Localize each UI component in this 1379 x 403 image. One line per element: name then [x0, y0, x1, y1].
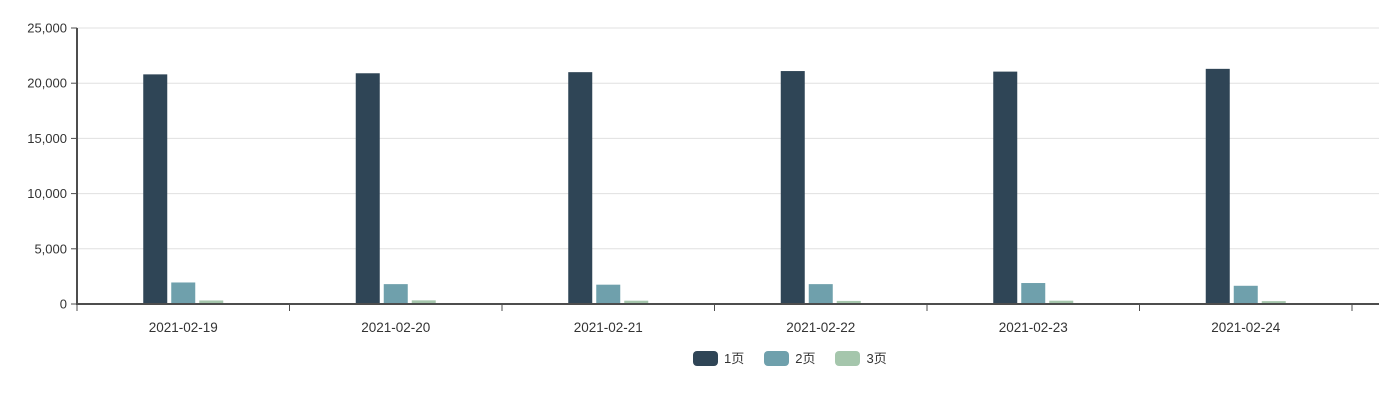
bar-1页-2021-02-22 — [780, 71, 805, 304]
legend-label: 2页 — [795, 351, 816, 366]
bar-2页-2021-02-23 — [1021, 283, 1046, 304]
y-tick-label: 0 — [60, 297, 67, 312]
legend-label: 3页 — [866, 351, 887, 366]
legend-marker-icon — [764, 351, 790, 366]
legend-label: 1页 — [724, 351, 745, 366]
bar-2页-2021-02-24 — [1233, 285, 1258, 304]
x-category-label: 2021-02-21 — [574, 320, 643, 335]
bar-1页-2021-02-20 — [355, 73, 380, 304]
x-category-label: 2021-02-19 — [149, 320, 218, 335]
bar-2页-2021-02-20 — [383, 284, 408, 304]
legend: 1页 2页 3页 — [693, 351, 887, 366]
x-category-label: 2021-02-22 — [786, 320, 855, 335]
x-category-label: 2021-02-24 — [1211, 320, 1281, 335]
bar-1页-2021-02-24 — [1205, 68, 1230, 305]
bar-3页-2021-02-19 — [199, 300, 224, 304]
legend-marker-icon — [693, 351, 718, 366]
y-tick-label: 10,000 — [27, 186, 67, 201]
bar-2页-2021-02-22 — [808, 284, 833, 304]
bar-3页-2021-02-24 — [1261, 301, 1286, 304]
bar-3页-2021-02-20 — [411, 300, 436, 304]
legend-item-3页[interactable]: 3页 — [835, 351, 887, 366]
bar-3页-2021-02-23 — [1049, 300, 1074, 304]
y-tick-label: 15,000 — [27, 131, 67, 146]
legend-item-1页[interactable]: 1页 — [693, 351, 744, 366]
y-tick-label: 25,000 — [27, 21, 67, 36]
bar-3页-2021-02-21 — [624, 300, 649, 304]
bar-1页-2021-02-23 — [993, 71, 1018, 304]
y-tick-label: 20,000 — [27, 76, 67, 91]
legend-item-2页[interactable]: 2页 — [764, 351, 815, 366]
bar-1页-2021-02-21 — [568, 72, 593, 304]
legend-marker-icon — [835, 351, 861, 366]
y-tick-label: 5,000 — [34, 241, 67, 256]
bar-2页-2021-02-21 — [596, 284, 621, 304]
bar-2页-2021-02-19 — [171, 282, 196, 304]
x-category-label: 2021-02-20 — [361, 320, 430, 335]
x-category-label: 2021-02-23 — [999, 320, 1068, 335]
bar-1页-2021-02-19 — [143, 74, 168, 304]
bar-3页-2021-02-22 — [836, 300, 861, 304]
